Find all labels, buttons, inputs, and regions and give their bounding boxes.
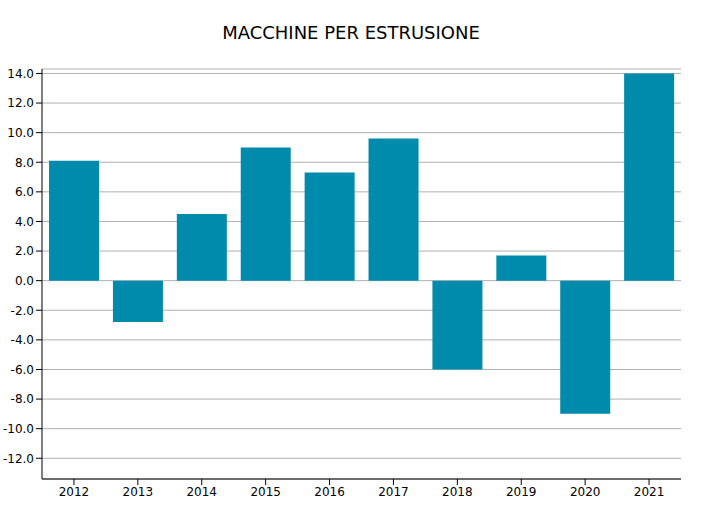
svg-text:2014: 2014 [186,485,217,499]
svg-text:14.0: 14.0 [8,67,34,81]
svg-text:4.0: 4.0 [15,215,34,229]
svg-text:2.0: 2.0 [15,244,34,258]
html-text:MACCHINE PER ESTRUSIONE: MACCHINE PER ESTRUSIONE [222,22,480,43]
svg-text:2018: 2018 [442,485,473,499]
svg-text:-4.0: -4.0 [11,333,34,347]
svg-text:-8.0: -8.0 [11,392,34,406]
svg-text:10.0: 10.0 [8,126,34,140]
svg-text:0.0: 0.0 [15,274,34,288]
svg-text:-6.0: -6.0 [11,363,34,377]
svg-text:12.0: 12.0 [8,96,34,110]
svg-text:6.0: 6.0 [15,185,34,199]
svg-text:2015: 2015 [250,485,281,499]
svg-text:8.0: 8.0 [15,156,34,170]
svg-text:-2.0: -2.0 [11,304,34,318]
svg-text:2012: 2012 [59,485,90,499]
svg-text:2013: 2013 [123,485,154,499]
svg-text:2020: 2020 [570,485,601,499]
svg-text:-10.0: -10.0 [8,422,34,436]
svg-text:2016: 2016 [314,485,345,499]
svg-text:-12.0: -12.0 [8,452,34,466]
svg-text:2017: 2017 [378,485,409,499]
svg-text:2021: 2021 [634,485,665,499]
svg-text:2019: 2019 [506,485,537,499]
